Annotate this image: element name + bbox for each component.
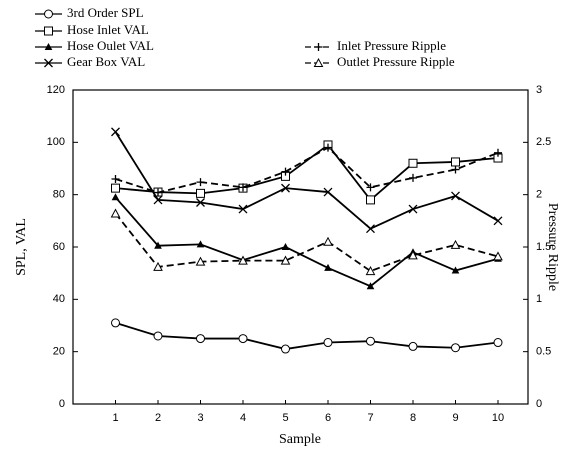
marker xyxy=(323,187,333,197)
marker xyxy=(314,43,323,51)
marker xyxy=(324,143,332,152)
marker xyxy=(154,188,162,197)
marker xyxy=(408,341,418,351)
x-tick-label: 5 xyxy=(282,412,288,424)
marker xyxy=(451,157,460,167)
legend-label: 3rd Order SPL xyxy=(67,5,144,20)
marker xyxy=(366,336,375,346)
marker xyxy=(451,165,460,174)
marker xyxy=(366,183,375,192)
marker xyxy=(451,191,460,201)
series-line xyxy=(114,212,499,273)
y-tick-label: 120 xyxy=(47,84,65,96)
y-tick-label: 60 xyxy=(53,241,65,253)
marker xyxy=(111,193,120,201)
marker xyxy=(111,174,120,183)
y-tick-label: 20 xyxy=(53,346,65,358)
series-line xyxy=(115,322,499,350)
marker xyxy=(153,195,163,205)
marker xyxy=(493,251,503,261)
marker xyxy=(281,167,290,176)
series-line xyxy=(115,146,499,194)
marker xyxy=(494,148,502,157)
marker xyxy=(238,204,248,214)
x-tick-label: 1 xyxy=(112,412,118,424)
marker xyxy=(196,178,205,187)
x-tick-label: 3 xyxy=(197,412,203,424)
marker xyxy=(408,204,418,214)
legend-label: Hose Oulet VAL xyxy=(67,38,154,53)
x-tick-label: 10 xyxy=(492,412,504,424)
marker xyxy=(111,127,120,137)
marker xyxy=(451,266,460,274)
marker xyxy=(281,183,290,193)
y2-tick-label: 3 xyxy=(536,84,542,96)
marker xyxy=(44,42,53,50)
legend-label: Outlet Pressure Ripple xyxy=(337,54,455,69)
y-tick-label: 40 xyxy=(53,293,65,305)
marker xyxy=(196,240,205,248)
y2-tick-label: 2 xyxy=(536,189,542,201)
marker xyxy=(366,282,375,290)
marker xyxy=(324,263,332,271)
x-tick-label: 9 xyxy=(452,412,458,424)
series-line xyxy=(114,131,499,230)
legend-label: Inlet Pressure Ripple xyxy=(337,38,446,53)
y2-axis-title: Pressure Ripple xyxy=(545,203,560,291)
marker xyxy=(111,318,120,328)
marker xyxy=(196,334,205,344)
marker xyxy=(450,239,461,249)
legend-label: Hose Inlet VAL xyxy=(67,22,149,37)
marker xyxy=(239,183,247,192)
marker xyxy=(408,250,418,260)
marker xyxy=(323,338,333,348)
marker xyxy=(196,198,205,207)
marker xyxy=(44,9,53,19)
y2-tick-label: 0 xyxy=(536,398,542,410)
x-tick-label: 8 xyxy=(410,412,416,424)
marker xyxy=(238,255,248,265)
y-tick-label: 100 xyxy=(47,136,65,148)
marker xyxy=(238,334,248,344)
series-line xyxy=(114,196,499,288)
x-tick-label: 7 xyxy=(367,412,373,424)
x-tick-label: 6 xyxy=(325,412,331,424)
y-axis-title: SPL, VAL xyxy=(14,218,29,276)
y2-tick-label: 2.5 xyxy=(536,136,551,148)
y-tick-label: 80 xyxy=(53,189,65,201)
marker xyxy=(365,266,376,276)
plot-frame xyxy=(72,89,529,405)
marker xyxy=(110,208,121,218)
series-line xyxy=(115,143,499,202)
y2-tick-label: 1 xyxy=(536,293,542,305)
y-tick-label: 0 xyxy=(59,398,65,410)
marker xyxy=(493,338,503,348)
x-tick-label: 2 xyxy=(155,412,161,424)
y2-tick-label: 0.5 xyxy=(536,346,551,358)
marker xyxy=(196,188,205,198)
marker xyxy=(366,195,375,205)
marker xyxy=(44,26,53,36)
marker xyxy=(281,242,290,250)
marker xyxy=(408,158,418,168)
marker xyxy=(323,236,333,246)
x-tick-label: 4 xyxy=(240,412,246,424)
marker xyxy=(493,216,503,226)
marker xyxy=(281,344,290,354)
marker xyxy=(451,343,460,353)
marker xyxy=(280,255,291,265)
marker xyxy=(111,183,120,193)
legend-label: Gear Box VAL xyxy=(67,54,145,69)
marker xyxy=(195,256,206,266)
x-axis-title: Sample xyxy=(279,432,321,447)
marker xyxy=(44,58,53,68)
marker xyxy=(366,224,375,234)
marker xyxy=(313,57,324,67)
y2-tick-label: 1.5 xyxy=(536,241,551,253)
marker xyxy=(153,261,163,271)
marker xyxy=(153,331,163,341)
marker xyxy=(154,241,162,249)
marker xyxy=(409,173,417,182)
